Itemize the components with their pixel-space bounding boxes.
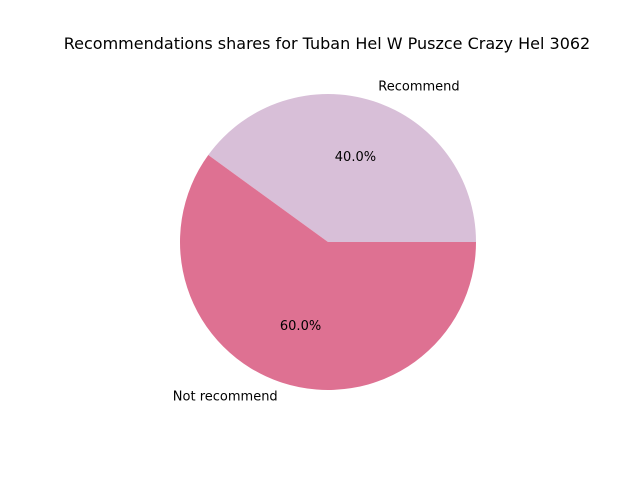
pie-slice-recommend [208,94,477,242]
chart-title: Recommendations shares for Tuban Hel W P… [64,34,590,53]
pie-slices [180,94,477,390]
pie-pct-label: 40.0% [335,150,376,165]
pie-pct-label: 60.0% [280,319,321,334]
pie-slice-not-recommend [180,155,476,390]
pie-category-label: Recommend [378,80,459,95]
pie-labels: 40.0% Recommend 60.0% Not recommend [173,80,460,405]
pie-category-label: Not recommend [173,389,278,404]
